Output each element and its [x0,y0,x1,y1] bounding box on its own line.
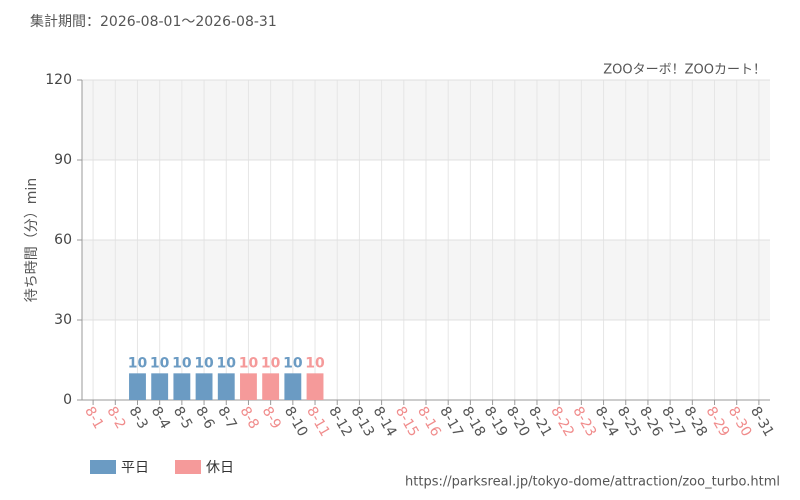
x-tick-label: 8-4 [148,404,173,432]
value-label: 10 [261,355,281,371]
x-tick-label: 8-7 [214,404,239,432]
x-tick-label: 8-31 [747,404,777,440]
value-label: 10 [128,355,148,371]
y-tick-label: 30 [54,312,72,328]
value-label: 10 [305,355,325,371]
y-tick-label: 0 [63,392,72,408]
bar [129,373,146,400]
x-tick-label: 8-9 [259,404,284,432]
x-tick-label: 8-8 [237,404,262,432]
legend-swatch [90,460,116,474]
value-label: 10 [194,355,214,371]
bar [240,373,257,400]
y-axis-title: 待ち時間（分）min [24,178,40,302]
value-label: 10 [150,355,170,371]
bar [195,373,213,400]
value-label: 10 [283,355,303,371]
bar [284,373,302,400]
x-tick-label: 8-5 [170,404,195,432]
y-tick-label: 90 [54,152,72,168]
bar [217,373,235,400]
chart-title: 集計期間：2026-08-01～2026-08-31 [30,13,277,30]
x-tick-label: 8-3 [126,404,151,432]
legend-label: 休日 [206,460,234,476]
bar [173,373,191,400]
value-label: 10 [239,355,259,371]
value-label: 10 [217,355,237,371]
x-tick-label: 8-6 [192,404,217,432]
x-tick-label: 8-2 [103,404,128,432]
value-label: 10 [172,355,192,371]
y-tick-label: 120 [45,72,72,88]
legend-swatch [175,460,201,474]
bar [151,373,169,400]
bar [306,373,324,400]
bar [262,373,280,400]
source-url: https://parksreal.jp/tokyo-dome/attracti… [405,475,780,490]
y-tick-label: 60 [54,232,72,248]
legend-label: 平日 [121,460,149,476]
chart-subtitle: ZOOターボ！ZOOカート！ [603,63,766,78]
x-tick-label: 8-1 [81,404,106,432]
